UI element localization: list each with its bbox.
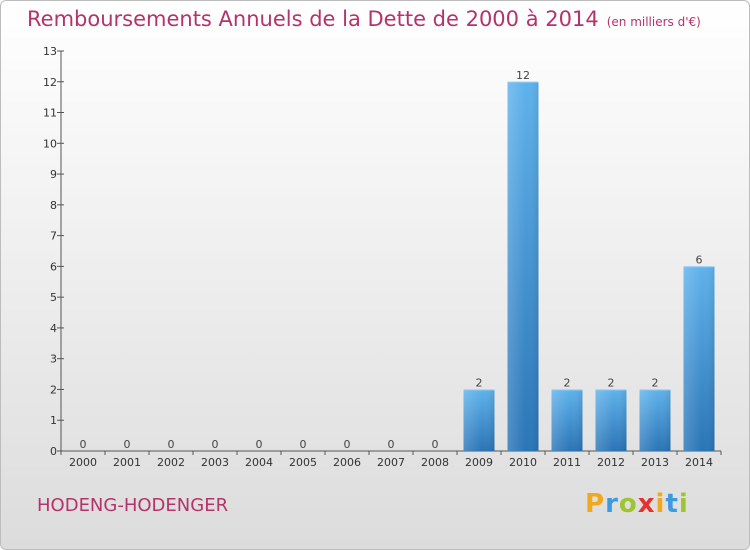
value-label-2007: 0 — [388, 438, 395, 451]
y-tick-label: 13 — [43, 45, 57, 58]
bar-shade-2013 — [639, 389, 671, 451]
value-label-2006: 0 — [344, 438, 351, 451]
x-tick-label-2005: 2005 — [289, 456, 317, 469]
x-tick-label-2013: 2013 — [641, 456, 669, 469]
y-tick-label: 5 — [50, 291, 57, 304]
y-tick-label: 11 — [43, 107, 57, 120]
y-tick-label: 10 — [43, 137, 57, 150]
bar-shade-2010 — [507, 81, 539, 452]
x-tick-label-2009: 2009 — [465, 456, 493, 469]
x-tick-label-2006: 2006 — [333, 456, 361, 469]
logo-letter: P — [585, 489, 606, 519]
y-tick-label: 9 — [50, 168, 57, 181]
value-label-2011: 2 — [564, 376, 571, 389]
value-label-2008: 0 — [432, 438, 439, 451]
value-label-2014: 6 — [696, 253, 703, 266]
value-label-2005: 0 — [300, 438, 307, 451]
value-label-2013: 2 — [652, 376, 659, 389]
logo-letter: x — [637, 489, 656, 519]
x-tick-label-2001: 2001 — [113, 456, 141, 469]
value-label-2012: 2 — [608, 376, 615, 389]
value-label-2001: 0 — [124, 438, 131, 451]
chart-title-main: Remboursements Annuels de la Dette de 20… — [27, 7, 599, 31]
y-tick-label: 2 — [50, 383, 57, 396]
y-tick-label: 0 — [50, 445, 57, 458]
chart-subtitle: (en milliers d'€) — [606, 15, 701, 29]
y-tick-label: 1 — [50, 414, 57, 427]
x-tick-label-2004: 2004 — [245, 456, 273, 469]
value-label-2010: 12 — [516, 69, 530, 82]
proxiti-logo: Proxiti — [585, 489, 689, 519]
y-tick-label: 6 — [50, 260, 57, 273]
chart-labels: 2000 0 2001 0 2002 0 2003 0 2004 0 2005 0 2006 0 2007 0… — [69, 69, 713, 469]
y-tick-label: 7 — [50, 230, 57, 243]
logo-letter: i — [655, 489, 666, 519]
value-label-2000: 0 — [80, 438, 87, 451]
value-label-2002: 0 — [168, 438, 175, 451]
y-tick-label: 12 — [43, 76, 57, 89]
logo-letter: r — [605, 489, 619, 519]
x-tick-label-2007: 2007 — [377, 456, 405, 469]
logo-letter: i — [678, 489, 689, 519]
chart-bars — [463, 81, 715, 452]
x-tick-label-2003: 2003 — [201, 456, 229, 469]
x-tick-label-2008: 2008 — [421, 456, 449, 469]
x-tick-label-2014: 2014 — [685, 456, 713, 469]
x-tick-label-2012: 2012 — [597, 456, 625, 469]
bar-shade-2014 — [683, 266, 715, 451]
x-tick-label-2002: 2002 — [157, 456, 185, 469]
town-name: HODENG-HODENGER — [37, 495, 229, 516]
logo-letter: o — [618, 489, 638, 519]
value-label-2004: 0 — [256, 438, 263, 451]
x-tick-label-2000: 2000 — [69, 456, 97, 469]
logo-letter: t — [665, 489, 679, 519]
y-tick-label: 8 — [50, 199, 57, 212]
y-tick-label: 3 — [50, 353, 57, 366]
x-tick-label-2011: 2011 — [553, 456, 581, 469]
bar-shade-2012 — [595, 389, 627, 451]
x-tick-label-2010: 2010 — [509, 456, 537, 469]
y-tick-label: 4 — [50, 322, 57, 335]
bar-shade-2009 — [463, 389, 495, 451]
value-label-2003: 0 — [212, 438, 219, 451]
chart-title: Remboursements Annuels de la Dette de 20… — [27, 7, 701, 31]
bar-shade-2011 — [551, 389, 583, 451]
value-label-2009: 2 — [476, 376, 483, 389]
